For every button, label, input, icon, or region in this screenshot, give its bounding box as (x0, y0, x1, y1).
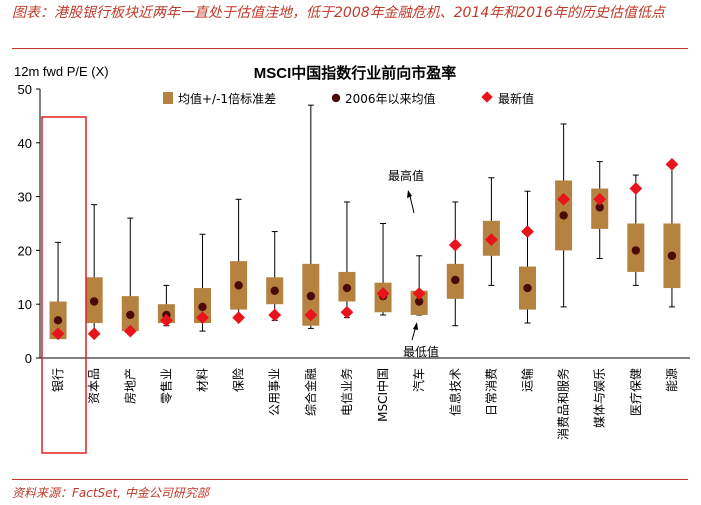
min-arrow-head (413, 322, 418, 330)
latest-marker (304, 308, 318, 322)
category-label: MSCI中国 (375, 368, 390, 422)
category-group (266, 231, 284, 322)
y-axis: 0 10 20 30 40 50 (18, 82, 41, 366)
latest-marker (232, 311, 245, 325)
latest-marker (51, 327, 65, 341)
category-label: 运输 (520, 368, 535, 392)
mean-marker (414, 297, 424, 306)
latest-marker (268, 308, 282, 322)
category-group (482, 177, 500, 286)
category-label: 能源 (665, 368, 679, 392)
min-annotation: 最低值 (403, 344, 439, 359)
category-label: 资本品 (87, 368, 101, 404)
category-group (519, 190, 536, 324)
category-group (663, 157, 681, 308)
category-group (374, 223, 392, 316)
category-label: 医疗保健 (629, 368, 643, 416)
category-label: 电信业务 (339, 368, 354, 416)
latest-marker (665, 157, 679, 171)
y-tick-label: 40 (18, 136, 32, 151)
plot-area (49, 104, 681, 341)
mean-marker (126, 310, 135, 320)
latest-marker (160, 313, 173, 327)
latest-marker (87, 327, 101, 341)
legend-latest-label: 最新值 (498, 91, 534, 106)
category-group (230, 198, 248, 325)
category-group (410, 255, 428, 316)
legend-box-swatch (163, 92, 173, 104)
mean-marker (234, 281, 243, 290)
y-axis-label: 12m fwd P/E (X) (14, 64, 109, 79)
mean-marker (595, 203, 604, 212)
legend-box-label: 均值+/-1倍标准差 (178, 91, 276, 106)
category-group (121, 217, 139, 338)
mean-marker (270, 286, 279, 295)
mean-marker (89, 297, 99, 306)
category-group (591, 161, 609, 259)
caption-rule (12, 48, 688, 49)
chart-caption: 图表：港股银行板块近两年一直处于估值洼地，低于2008年金融危机、2014年和2… (12, 5, 665, 21)
category-label: 零售业 (158, 368, 173, 404)
category-label: 媒体与娱乐 (593, 368, 607, 428)
source-note: 资料来源：FactSet, 中金公司研究部 (12, 486, 209, 500)
mean-marker (342, 283, 352, 293)
y-tick-label: 0 (25, 351, 32, 366)
mean-marker (559, 211, 568, 220)
latest-marker (123, 324, 137, 338)
category-group (446, 201, 464, 327)
latest-marker (376, 287, 390, 300)
category-label: 银行 (51, 368, 65, 392)
highlight-bank-frame (41, 116, 87, 454)
mean-marker (631, 246, 641, 255)
category-label: 日常消费 (484, 368, 498, 416)
mean-marker (53, 316, 63, 325)
category-group (555, 123, 573, 308)
mean-marker (198, 302, 207, 312)
category-group (49, 241, 67, 341)
category-label: 公用事业 (268, 368, 282, 416)
latest-marker (485, 233, 498, 247)
category-group (194, 233, 211, 332)
category-label: 综合金融 (303, 368, 318, 416)
latest-marker (629, 182, 643, 195)
category-label: 消费品和服务 (556, 368, 571, 440)
max-annotation-arrow (409, 195, 415, 214)
y-tick-label: 50 (18, 82, 32, 97)
legend-latest-marker (481, 91, 493, 103)
latest-marker (196, 311, 209, 325)
mean-marker (667, 251, 677, 260)
mean-marker (523, 283, 532, 293)
source-rule (12, 479, 688, 480)
x-axis: 银行 资本品 房地产 零售业 材料 保险 公用事业 综合金融 电信业务 MSCI中国 汽车 信息技术 日… (40, 357, 690, 440)
legend: 均值+/-1倍标准差 2006年以来均值 最新值 (163, 91, 534, 106)
category-group (302, 104, 320, 329)
pe-boxplot-chart: 12m fwd P/E (X) MSCI中国指数行业前向市盈率 均值+/-1倍标… (14, 64, 690, 454)
category-label: 材料 (196, 368, 210, 392)
legend-mean-label: 2006年以来均值 (345, 91, 436, 106)
mean-marker (451, 275, 460, 285)
mean-marker (306, 291, 316, 301)
category-group (157, 284, 175, 327)
max-arrow-head (407, 190, 412, 198)
y-tick-label: 30 (18, 190, 32, 205)
latest-marker (521, 225, 534, 238)
category-label: 信息技术 (447, 368, 462, 416)
latest-marker (412, 287, 426, 300)
category-label: 保险 (231, 368, 246, 392)
legend-mean-marker (331, 93, 341, 103)
y-tick-label: 10 (18, 297, 32, 312)
category-group (85, 204, 103, 341)
category-label: 汽车 (411, 368, 426, 392)
latest-marker (340, 305, 354, 319)
category-label: 房地产 (122, 368, 137, 404)
category-group (627, 174, 645, 286)
max-annotation: 最高值 (388, 168, 424, 183)
chart-title: MSCI中国指数行业前向市盈率 (254, 64, 457, 82)
latest-marker (448, 238, 462, 252)
category-group (338, 201, 356, 319)
y-tick-label: 20 (18, 243, 32, 258)
